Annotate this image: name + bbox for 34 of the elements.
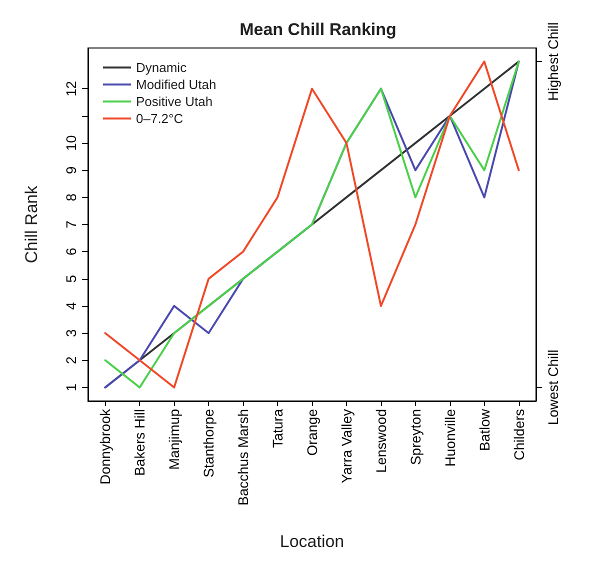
legend-label: Dynamic — [136, 60, 188, 75]
y-tick-label: 3 — [63, 329, 79, 338]
legend-label: Modified Utah — [136, 77, 216, 92]
x-tick-label: Donnybrook — [97, 408, 114, 484]
y-axis-title: Chill Rank — [22, 185, 41, 264]
x-tick-label: Spreyton — [407, 409, 424, 466]
y-tick-label: 12 — [63, 80, 79, 97]
y-tick-label: 2 — [63, 356, 79, 364]
line-series — [104, 60, 520, 388]
text: Lowest Chill — [545, 350, 561, 426]
x-tick-label: Yarra Valley — [338, 409, 354, 484]
y-tick-label: 6 — [63, 248, 79, 256]
x-tick-label: Bakers Hill — [132, 409, 148, 476]
x-axis-title: Location — [280, 532, 344, 551]
y-tick-label: 8 — [63, 193, 79, 202]
x-tick-label: Huonville — [442, 408, 458, 467]
x-tick-label: Manjimup — [166, 408, 182, 470]
x-tick-label: Stanthorpe — [200, 408, 217, 478]
y-tick-label: 1 — [63, 383, 79, 392]
legend-label: 0–7.2°C — [136, 111, 184, 126]
y-tick-label: 10 — [63, 135, 79, 151]
text: Highest Chill — [545, 22, 561, 101]
x-tick-label: Bacchus Marsh — [235, 409, 252, 506]
legend-label: Positive Utah — [136, 94, 213, 109]
x-tick-label: Lenswood — [372, 409, 389, 473]
x-tick-label: Batlow — [476, 408, 492, 452]
y-tick-label: 4 — [63, 302, 79, 310]
chart-title: Mean Chill Ranking — [240, 20, 396, 39]
x-tick-label: Tatura — [270, 408, 286, 448]
x-tick-label: Childers — [510, 409, 527, 460]
y-tick-label: 9 — [63, 166, 79, 174]
y-tick-label: 7 — [63, 220, 79, 228]
y-tick-label: 5 — [63, 274, 79, 283]
x-tick-label: Orange — [304, 408, 320, 456]
